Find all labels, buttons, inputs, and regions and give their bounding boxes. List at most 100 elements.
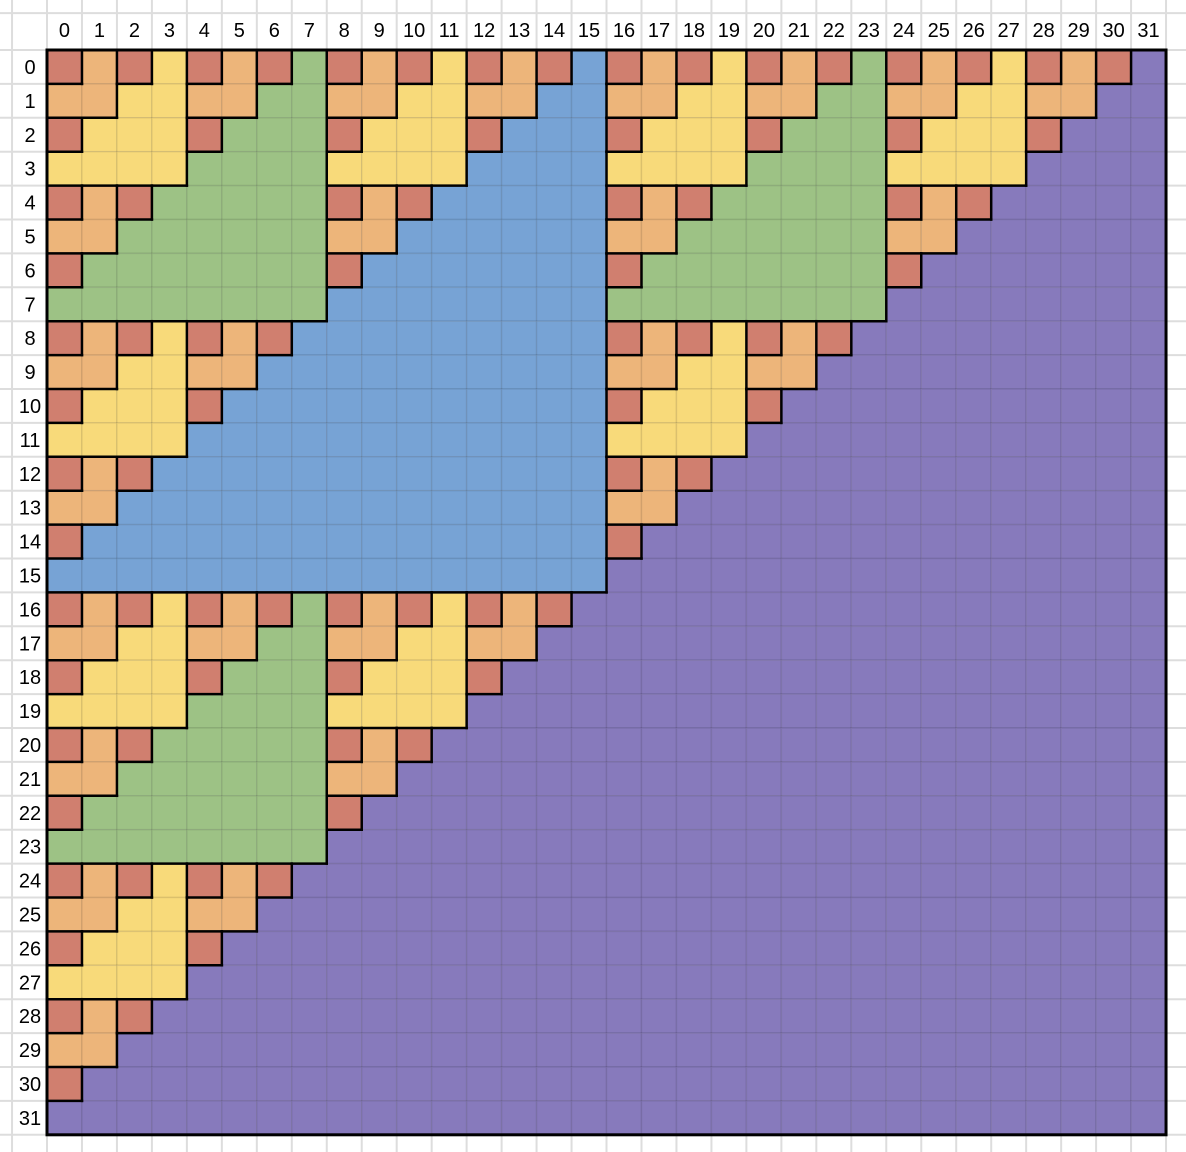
cell-r2-c28 [1025, 117, 1062, 153]
row-label: 24 [19, 871, 41, 893]
cell-r26-c5 [221, 930, 258, 967]
cell-r1-c3 [151, 83, 188, 119]
cell-r6-c6 [256, 252, 293, 289]
cell-r30-c5 [221, 1066, 258, 1102]
cell-r26-c12 [465, 930, 503, 967]
cell-r1-c19 [710, 83, 748, 119]
cell-r26-c13 [500, 930, 538, 967]
cell-r18-c21 [780, 659, 818, 695]
cell-r28-c0 [46, 998, 83, 1034]
cell-r5-c19 [710, 218, 748, 255]
cell-r2-c20 [745, 117, 783, 153]
cell-r20-c28 [1025, 727, 1062, 763]
cell-r3-c31 [1130, 150, 1167, 187]
cell-r24-c16 [605, 862, 643, 899]
cell-r28-c22 [815, 998, 853, 1034]
cell-r26-c22 [815, 930, 853, 967]
cell-r24-c29 [1060, 862, 1097, 899]
cell-r28-c14 [535, 998, 573, 1034]
cell-r24-c21 [780, 862, 818, 899]
cell-r19-c25 [920, 693, 957, 729]
column-label: 20 [753, 20, 775, 42]
cell-r14-c15 [570, 523, 608, 560]
cell-r31-c16 [605, 1100, 643, 1136]
cell-r14-c1 [81, 523, 118, 560]
cell-r2-c22 [815, 117, 853, 153]
cell-r3-c24 [885, 150, 923, 187]
cell-r23-c27 [990, 828, 1027, 865]
cell-r24-c8 [326, 862, 363, 899]
cell-r7-c22 [815, 286, 853, 322]
cell-r5-c15 [570, 218, 608, 255]
cell-r6-c23 [850, 252, 888, 289]
cell-r4-c4 [186, 184, 223, 221]
cell-r5-c4 [186, 218, 223, 255]
cell-r0-c16 [605, 49, 643, 85]
row-label: 6 [24, 260, 35, 282]
cell-r14-c25 [920, 523, 957, 560]
cell-r17-c16 [605, 625, 643, 661]
cell-r4-c19 [710, 184, 748, 221]
cell-r4-c27 [990, 184, 1027, 221]
cell-r3-c15 [570, 150, 608, 187]
cell-r24-c31 [1130, 862, 1167, 899]
cell-r20-c22 [815, 727, 853, 763]
cell-r28-c15 [570, 998, 608, 1034]
cell-r20-c11 [430, 727, 468, 763]
cell-r18-c24 [885, 659, 923, 695]
cell-r28-c28 [1025, 998, 1062, 1034]
cell-r26-c1 [81, 930, 118, 967]
cell-r6-c3 [151, 252, 188, 289]
cell-r15-c0 [46, 557, 83, 594]
cell-r9-c19 [710, 354, 748, 390]
cell-r21-c12 [465, 761, 503, 797]
cell-r31-c19 [710, 1100, 748, 1136]
cell-r13-c21 [780, 489, 818, 526]
cell-r14-c23 [850, 523, 888, 560]
cell-r20-c5 [221, 727, 258, 763]
cell-r4-c7 [291, 184, 328, 221]
cell-r16-c2 [116, 591, 153, 628]
cell-r30-c14 [535, 1066, 573, 1102]
cell-r6-c30 [1095, 252, 1132, 289]
cell-r1-c9 [360, 83, 398, 119]
cell-r4-c0 [46, 184, 83, 221]
cell-r19-c5 [221, 693, 258, 729]
cell-r24-c24 [885, 862, 923, 899]
cell-r4-c10 [395, 184, 433, 221]
cell-r6-c21 [780, 252, 818, 289]
cell-r1-c25 [920, 83, 957, 119]
cell-r15-c12 [465, 557, 503, 594]
cell-r9-c14 [535, 354, 573, 390]
row-label: 29 [19, 1040, 41, 1062]
cell-r16-c31 [1130, 591, 1167, 628]
cell-r4-c24 [885, 184, 923, 221]
cell-r11-c10 [395, 422, 433, 458]
cell-r21-c27 [990, 761, 1027, 797]
cell-r15-c27 [990, 557, 1027, 594]
cell-r6-c4 [186, 252, 223, 289]
cell-r23-c24 [885, 828, 923, 865]
cell-r3-c17 [640, 150, 678, 187]
cell-r31-c13 [500, 1100, 538, 1136]
cell-r12-c18 [675, 456, 713, 492]
cell-r8-c22 [815, 320, 853, 356]
cell-r2-c15 [570, 117, 608, 153]
cell-r8-c15 [570, 320, 608, 356]
cell-r14-c10 [395, 523, 433, 560]
cell-r8-c29 [1060, 320, 1097, 356]
cell-r7-c3 [151, 286, 188, 322]
cell-r10-c23 [850, 388, 888, 424]
cell-r15-c25 [920, 557, 957, 594]
cell-r5-c31 [1130, 218, 1167, 255]
cell-r27-c19 [710, 964, 748, 1000]
row-label: 11 [20, 430, 41, 452]
cell-r11-c15 [570, 422, 608, 458]
cell-r28-c17 [640, 998, 678, 1034]
cell-r8-c14 [535, 320, 573, 356]
cell-r23-c1 [81, 828, 118, 865]
cell-r10-c30 [1095, 388, 1132, 424]
cell-r25-c23 [850, 896, 888, 933]
cell-r14-c29 [1060, 523, 1097, 560]
cell-r31-c5 [221, 1100, 258, 1136]
